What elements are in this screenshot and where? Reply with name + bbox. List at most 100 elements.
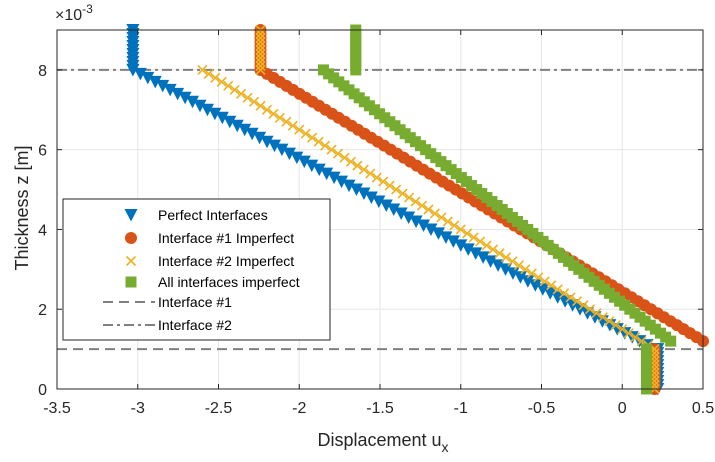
data-point [260,135,274,149]
data-point [312,163,326,177]
data-point [125,232,137,244]
data-point [133,67,147,81]
legend-label: Perfect Interfaces [158,207,268,223]
data-point [617,324,628,335]
data-point [193,99,207,113]
data-point [358,164,369,175]
data-point [236,88,247,99]
data-point [148,75,162,89]
data-point [461,243,475,256]
y-axis-title: Thickness z [m] [12,145,32,270]
data-point [546,280,557,291]
data-point [281,116,292,127]
data-point [294,124,305,135]
data-point [387,203,401,216]
data-point [499,263,513,276]
data-point [507,256,518,267]
x-tick-label: 0 [618,400,627,417]
data-point [551,291,565,304]
data-point [424,223,438,236]
data-point [141,71,155,85]
data-point [528,279,542,292]
data-point [491,259,505,272]
data-point [469,247,483,260]
data-point [404,192,415,203]
data-point [282,147,296,161]
y-exponent-prefix: ×10 [55,7,82,24]
data-point [584,304,596,315]
data-point [229,84,240,95]
data-point [255,28,266,40]
data-point [125,276,137,288]
data-point [481,240,492,251]
data-point [371,172,382,183]
legend-item: Interface #2 Imperfect [125,253,294,269]
data-point [454,239,468,252]
y-tick-label: 8 [38,63,47,80]
data-point [332,148,344,159]
data-point [313,136,324,147]
y-tick-label: 6 [38,143,47,160]
data-point [230,119,244,133]
data-point [417,219,431,232]
data-point [200,103,214,117]
data-point [623,328,634,339]
data-point [410,196,421,207]
data-point [513,271,527,284]
data-point [475,236,486,247]
data-point [539,276,550,287]
data-point [533,272,544,283]
data-point [300,128,311,139]
x-tick-label: 0.5 [692,400,714,417]
data-point [171,87,185,101]
data-point [197,64,208,75]
x-tick-label: -2 [292,400,306,417]
data-point [275,143,289,157]
legend-box [62,198,331,341]
data-point [384,180,395,191]
series [197,24,660,395]
legend-item: All interfaces imperfect [125,274,300,290]
data-point [640,343,652,355]
data-point [342,179,356,193]
reference-lines [57,68,703,351]
data-point [274,112,285,123]
data-point [290,151,304,165]
data-point [630,332,641,343]
data-point [513,260,524,271]
x-tick-label: -1.5 [366,400,394,417]
data-point [372,195,386,209]
data-point [126,63,140,77]
data-point [436,212,447,223]
x-tick-label: -2.5 [205,400,233,417]
data-point [429,208,440,219]
data-point [439,231,453,244]
data-point [210,72,221,83]
data-point [462,228,473,239]
legend-label: Interface #2 Imperfect [158,253,294,269]
series-layer [126,24,709,396]
data-point [494,248,505,259]
data-point [352,160,363,171]
y-tick-label: 0 [38,382,47,399]
data-point [449,220,460,231]
data-point [484,255,498,268]
data-point [423,204,434,215]
data-point [248,96,260,107]
legend-item: Perfect Interfaces [124,207,268,223]
data-point [416,200,428,211]
legend-label: Interface #2 [158,317,232,333]
data-point [378,176,389,187]
data-point [253,131,267,145]
data-point [297,155,311,169]
data-point [255,32,266,44]
data-point [476,251,490,264]
data-point [526,268,537,279]
data-point [245,127,259,141]
data-point [125,255,137,267]
data-point [339,152,350,163]
data-point [591,308,602,319]
data-point [379,199,393,213]
legend-label: Interface #1 Imperfect [158,230,294,246]
